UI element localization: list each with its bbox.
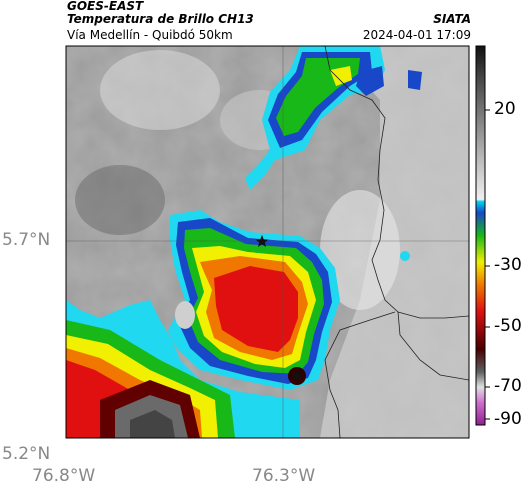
region-subtitle: Vía Medellín - Quibdó 50km [67,28,233,42]
lat-label: 5.2°N [2,444,51,464]
timestamp-label: 2024-04-01 17:09 [362,28,471,42]
colorbar-label: -70 [494,376,522,396]
colorbar-label: -30 [494,255,522,275]
border-line [397,311,469,381]
star-marker [255,235,269,247]
lon-label: 76.3°W [252,466,316,486]
convective-cell [66,210,340,438]
colorbar-label: 20 [494,99,516,119]
product-title: Temperatura de Brillo CH13 [67,12,254,26]
lon-label: 76.8°W [32,466,96,486]
source-label: SIATA [433,12,471,26]
border-line [324,46,469,319]
lat-label: 5.7°N [2,230,51,250]
satellite-title: GOES-EAST [67,0,144,13]
imagery-layer [66,46,469,438]
north-cloud [245,46,422,261]
colorbar-label: -50 [494,316,522,336]
colorbar-label: -90 [494,409,522,429]
border-line [324,311,396,438]
map-frame [65,45,470,439]
colorbar [475,45,486,426]
